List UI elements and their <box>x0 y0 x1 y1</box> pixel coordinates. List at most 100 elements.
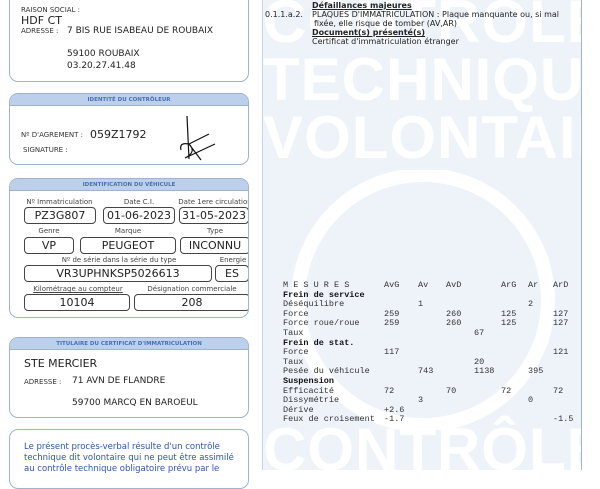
date1-label: Date 1ere circulation <box>178 198 249 206</box>
notice-text: Le présent procès-verbal résulte d'un co… <box>24 442 239 475</box>
titulaire-header: TITULAIRE DU CERTIFICAT D'IMMATRICULATIO… <box>10 338 248 350</box>
mesures-cell: 20 <box>474 356 485 367</box>
adresse-line1: 7 BIS RUE ISABEAU DE ROUBAIX <box>67 26 214 36</box>
centre-panel: RAISON SOCIAL : HDF CT ADRESSE : 7 BIS R… <box>9 0 249 82</box>
mesures-header-avd: AvD <box>446 280 462 290</box>
mesures-header-ar: Ar <box>528 280 539 290</box>
serie-field: VR3UPHNKSP5026613 <box>24 265 212 282</box>
signature-image <box>180 115 216 161</box>
mesures-row-label: Force <box>283 347 309 358</box>
document-item: Certificat d'immatriculation étranger <box>312 37 459 46</box>
defaillance-text2: fixée, elle risque de tomber (AV,AR) <box>314 19 458 28</box>
signature-label: SIGNATURE : <box>23 146 68 154</box>
mesures-cell: -1.5 <box>553 414 574 425</box>
mesures-header-ard: ArD <box>553 280 569 290</box>
mesures-cell: 127 <box>553 308 569 319</box>
mesures-cell: 117 <box>384 347 400 358</box>
titulaire-panel: TITULAIRE DU CERTIFICAT D'IMMATRICULATIO… <box>9 337 249 418</box>
mesures-cell: 125 <box>501 308 517 319</box>
mesures-header-av: Av <box>418 280 429 290</box>
mesures-header-label: M E S U R E S <box>283 280 350 290</box>
right-margin <box>582 0 600 470</box>
dateci-field: 01-06-2023 <box>103 207 175 224</box>
mesures-cell: -1.7 <box>384 414 405 425</box>
watermark-line2: TECHNIQUE <box>263 46 582 113</box>
mesures-cell: 0 <box>528 395 534 406</box>
mesures-cell: 260 <box>446 318 462 329</box>
defaillance-code: 0.1.1.a.2. <box>265 10 303 19</box>
agrement-value: 059Z1792 <box>90 128 147 141</box>
results-panel: CONTRÔLE TECHNIQUE VOLONTAIRE CONTRÔLE D… <box>262 0 582 470</box>
notice-line3: au contrôle technique obligatoire prévu … <box>24 464 220 474</box>
mesures-row-label: Dissymétrie <box>283 395 340 406</box>
mesures-cell: 3 <box>418 395 424 406</box>
mesures-cell: 127 <box>553 318 569 329</box>
defaillance-text1: PLAQUES D'IMMATRICULATION : Plaque manqu… <box>312 10 559 19</box>
mesures-row-label: Taux <box>283 328 304 338</box>
mesures-row-label: Taux <box>283 356 304 367</box>
raison-value: HDF CT <box>21 14 62 27</box>
watermark-line3: VOLONTAIRE <box>263 104 581 171</box>
notice-line2: technique dit volontaire qui ne peut êtr… <box>24 453 234 463</box>
designation-field: 208 <box>134 294 248 311</box>
designation-label: Désignation commerciale <box>147 285 237 293</box>
mesures-row-label: Pesée du véhicule <box>283 366 370 377</box>
type-field: INCONNU <box>180 237 248 254</box>
mesures-cell: 70 <box>446 385 457 396</box>
mesures-section-title: Frein de service <box>283 289 365 300</box>
mesures-row-label: Feux de croisement <box>283 414 375 425</box>
mesures-cell: 67 <box>474 328 485 338</box>
mesures-row-label: Force <box>283 308 309 319</box>
notice-line1: Le présent procès-verbal résulte d'un co… <box>24 442 220 452</box>
vehicule-header: IDENTIFICATION DU VÉHICULE <box>10 179 248 191</box>
titulaire-adresse2: 59700 MARCQ EN BAROEUL <box>72 398 198 408</box>
raison-label: RAISON SOCIAL : <box>21 6 81 14</box>
mesures-section-title: Frein de stat. <box>283 337 355 348</box>
marque-label: Marque <box>114 227 142 235</box>
titulaire-nom: STE MERCIER <box>24 357 98 370</box>
adresse-line2: 59100 ROUBAIX <box>67 49 140 59</box>
energie-label: Energie <box>219 256 247 264</box>
watermark-logo <box>291 170 555 430</box>
mesures-cell: 395 <box>528 366 544 377</box>
mesures-row-label: Force roue/roue <box>283 318 360 329</box>
documents-title: Document(s) présenté(s) <box>312 28 426 37</box>
mesures-cell: 259 <box>384 318 400 329</box>
controleur-panel: IDENTITÉ DU CONTRÔLEUR Nº D'AGREMENT : 0… <box>9 93 249 165</box>
agrement-label: Nº D'AGREMENT : <box>21 131 84 139</box>
mesures-cell: 1138 <box>474 366 495 377</box>
mesures-cell: 2 <box>528 299 534 310</box>
mesures-row-label: Dérive <box>283 404 314 415</box>
mesures-cell: 260 <box>446 308 462 319</box>
mesures-cell: 72 <box>501 385 512 396</box>
mesures-row-label: Déséquilibre <box>283 299 345 310</box>
titulaire-adresse-label: ADRESSE : <box>24 378 62 386</box>
mesures-cell: 72 <box>553 385 564 396</box>
titulaire-adresse1: 71 AVN DE FLANDRE <box>72 376 166 386</box>
genre-label: Genre <box>38 227 60 235</box>
date1-field: 31-05-2023 <box>179 207 248 224</box>
mesures-header-arg: ArG <box>501 280 517 290</box>
mesures-cell: 72 <box>384 385 395 396</box>
mesures-header-avg: AvG <box>384 280 400 290</box>
mesures-cell: 259 <box>384 308 400 319</box>
km-label: Kilométrage au compteur <box>33 285 123 293</box>
serie-label: Nº de série dans la série du type <box>61 256 177 264</box>
immat-field: PZ3G807 <box>24 207 96 224</box>
mesures-cell: 743 <box>418 366 434 377</box>
controleur-header: IDENTITÉ DU CONTRÔLEUR <box>10 94 248 106</box>
telephone: 03.20.27.41.48 <box>67 61 136 71</box>
defaillances-title: Défaillances majeures <box>312 1 412 10</box>
vehicule-panel: IDENTIFICATION DU VÉHICULE Nº Immatricul… <box>9 178 249 318</box>
dateci-label: Date C.I. <box>123 198 155 206</box>
marque-field: PEUGEOT <box>80 237 176 254</box>
mesures-section-title: Suspension <box>283 376 335 386</box>
notice-panel: Le présent procès-verbal résulte d'un co… <box>9 429 249 489</box>
genre-field: VP <box>24 237 74 254</box>
immat-label: Nº Immatriculation <box>26 198 93 206</box>
mesures-cell: +2.6 <box>384 404 405 415</box>
mesures-cell: 121 <box>553 347 569 358</box>
energie-field: ES <box>215 265 248 282</box>
mesures-cell: 1 <box>418 299 424 310</box>
adresse-label: ADRESSE : <box>21 27 59 35</box>
